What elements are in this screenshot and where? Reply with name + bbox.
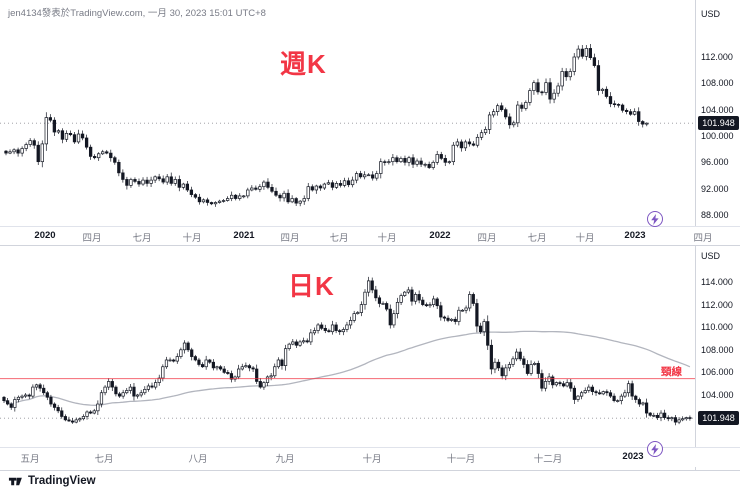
time-tick: 四月 — [82, 233, 102, 244]
price-tick: 112.000 — [701, 52, 733, 62]
time-tick: 四月 — [280, 233, 300, 244]
last-price-badge-top: 101.948 — [698, 116, 739, 131]
time-tick: 十二月 — [533, 454, 563, 465]
daily-annotation: 日K — [288, 271, 335, 301]
neckline-label: 頸線 — [661, 365, 682, 378]
price-tick: 108.000 — [701, 344, 734, 355]
time-tick: 四月 — [477, 233, 497, 244]
time-tick: 七月 — [329, 233, 349, 244]
time-tick: 四月 — [693, 233, 713, 244]
price-tick: 114.000 — [701, 277, 733, 287]
price-tick: 106.000 — [701, 367, 734, 378]
price-tick: 88.000 — [701, 209, 729, 220]
time-tick: 十月 — [362, 454, 382, 465]
time-tick: 十一月 — [446, 454, 476, 465]
price-tick: 96.000 — [701, 157, 729, 168]
time-tick: 七月 — [94, 454, 114, 465]
time-tick: 十月 — [575, 233, 595, 244]
lightning-icon — [651, 213, 659, 225]
currency-label-bottom: USD — [701, 251, 721, 261]
currency-label-top: USD — [701, 9, 721, 19]
price-tick: 108.000 — [701, 78, 734, 89]
price-tick: 112.000 — [701, 299, 733, 310]
weekly-annotation: 週K — [280, 49, 327, 79]
tradingview-logo[interactable] — [8, 474, 23, 489]
time-tick: 2020 — [34, 230, 56, 241]
time-tick: 2023 — [622, 451, 644, 462]
time-tick: 十月 — [182, 233, 202, 244]
price-tick: 100.000 — [701, 130, 734, 141]
time-tick: 七月 — [132, 233, 152, 244]
last-price-badge-bottom: 101.948 — [698, 411, 739, 426]
time-axis-top: 2020 四月 七月 十月 2021 四月 七月 十月 2022 四月 七月 十月 2023 四月 — [0, 226, 740, 246]
time-tick: 九月 — [275, 454, 295, 465]
time-tick: 七月 — [527, 233, 547, 244]
price-tick: 104.000 — [701, 104, 734, 115]
time-tick: 2021 — [233, 230, 255, 241]
charts-canvas — [0, 43, 695, 426]
time-tick: 2023 — [624, 230, 646, 241]
boost-button-top[interactable] — [647, 211, 663, 227]
time-axis-bottom: 五月 七月 八月 九月 十月 十一月 十二月 2023 — [0, 447, 740, 467]
boost-button-bottom[interactable] — [647, 441, 663, 457]
price-tick: 104.000 — [701, 390, 734, 400]
time-tick: 八月 — [188, 454, 208, 465]
time-tick: 十月 — [377, 233, 397, 244]
price-tick: 110.000 — [701, 322, 733, 333]
brand-name: TradingView — [28, 475, 96, 487]
price-tick: 92.000 — [701, 183, 729, 194]
lightning-icon — [651, 443, 659, 455]
time-tick: 2022 — [429, 230, 451, 241]
footer: TradingView — [0, 470, 740, 491]
time-tick: 五月 — [20, 454, 40, 465]
attribution-text: jen4134發表於TradingView.com, 一月 30, 2023 1… — [8, 8, 266, 19]
